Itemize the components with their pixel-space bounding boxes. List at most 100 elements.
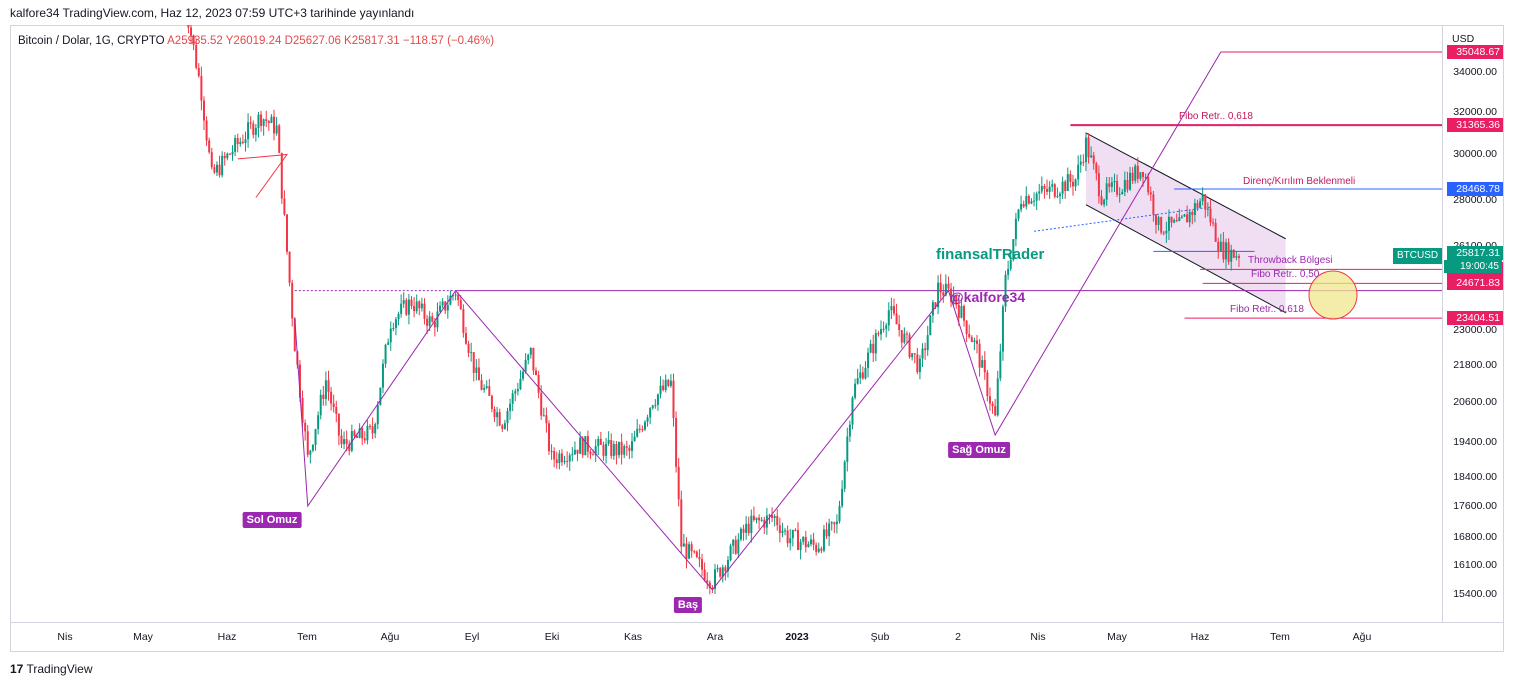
candle-body — [1012, 239, 1015, 260]
candle-body — [1186, 214, 1189, 223]
candle-body — [1196, 203, 1199, 208]
chart-frame — [10, 25, 1504, 652]
candle-body — [737, 539, 740, 554]
candle-body — [960, 306, 963, 318]
candle-body — [311, 444, 314, 451]
candle-body — [511, 393, 514, 404]
candle-body — [641, 429, 644, 431]
candle-body — [729, 545, 732, 560]
candle-body — [651, 405, 654, 409]
candle-body — [815, 544, 818, 552]
candle-body — [612, 444, 615, 457]
candle-body — [410, 299, 413, 307]
currency-label: USD — [1452, 33, 1475, 45]
candle-body — [620, 441, 623, 455]
candle-body — [452, 295, 455, 297]
price-tag: 23404.51 — [1447, 311, 1503, 326]
x-tick: May — [1107, 631, 1127, 643]
candle-body — [797, 530, 800, 550]
candle-body — [319, 394, 322, 416]
x-tick: Ağu — [380, 631, 400, 643]
candle-body — [480, 380, 483, 390]
price-tag: 31365.36 — [1447, 118, 1503, 133]
candle-body — [978, 343, 981, 368]
candle-body — [669, 380, 672, 386]
candle-body — [791, 529, 794, 539]
candle-body — [638, 428, 641, 430]
candle-body — [924, 348, 927, 351]
candle-body — [1136, 165, 1139, 179]
candle-body — [535, 370, 538, 376]
candle-body — [247, 122, 250, 140]
candle-body — [1103, 199, 1106, 205]
candle-body — [1116, 180, 1119, 195]
candle-body — [1167, 216, 1170, 231]
candle-body — [833, 522, 836, 525]
candle-body — [221, 155, 224, 176]
candle-body — [1105, 183, 1108, 200]
candle-body — [615, 444, 618, 456]
publisher-line: kalfore34 TradingView.com, Haz 12, 2023 … — [10, 6, 415, 20]
candle-body — [200, 75, 203, 101]
candle-body — [607, 439, 610, 444]
candle-body — [750, 515, 753, 533]
candle-body — [1079, 161, 1082, 165]
candle-body — [195, 45, 198, 68]
y-tick: 20600.00 — [1453, 396, 1497, 409]
candle-body — [789, 538, 792, 544]
candle-body — [345, 439, 348, 445]
candle-body — [682, 543, 685, 547]
plot-area[interactable] — [10, 25, 1442, 622]
candle-body — [509, 403, 512, 411]
candle-body — [778, 525, 781, 534]
candle-body — [418, 301, 421, 309]
candle-body — [752, 515, 755, 520]
price-chart[interactable] — [10, 25, 1442, 622]
candle-body — [1007, 268, 1010, 275]
candle-body — [1193, 203, 1196, 215]
time-axis[interactable]: Nis May Haz Tem Ağu Eyl Eki Kas Ara 2023 Şub 2 Nis Ma… — [10, 622, 1504, 653]
candle-body — [1165, 230, 1168, 234]
candle-body — [711, 588, 714, 590]
candle-body — [472, 352, 475, 373]
candle-body — [781, 530, 784, 534]
candle-body — [921, 348, 924, 359]
candle-body — [1074, 179, 1077, 187]
candle-body — [563, 460, 566, 463]
x-tick: Tem — [1270, 631, 1290, 643]
candle-body — [449, 295, 452, 305]
candle-body — [1237, 256, 1240, 258]
candle-body — [306, 431, 309, 455]
x-tick: 2 — [955, 631, 961, 643]
candle-body — [659, 385, 662, 395]
candle-body — [895, 313, 898, 325]
candle-body — [786, 530, 789, 544]
candle-body — [381, 363, 384, 388]
candle-body — [887, 310, 890, 326]
candle-body — [343, 439, 346, 445]
candle-body — [265, 119, 268, 122]
candle-body — [1188, 212, 1191, 223]
candle-body — [734, 539, 737, 554]
candle-body — [254, 127, 257, 135]
price-axis[interactable]: 34000.0032000.0030000.0028000.0026100.00… — [1442, 25, 1505, 622]
candle-body — [428, 316, 431, 326]
candle-body — [1154, 214, 1157, 225]
candle-body — [190, 27, 193, 36]
candle-body — [755, 517, 758, 520]
candle-body — [457, 294, 460, 301]
candle-body — [1017, 209, 1020, 219]
candle-body — [1134, 165, 1137, 181]
y-tick: 15400.00 — [1453, 588, 1497, 600]
candle-body — [192, 35, 195, 46]
candle-body — [1113, 180, 1116, 183]
annotation-direnc: Direnç/Kırılım Beklenmeli — [1243, 176, 1356, 187]
candle-body — [656, 394, 659, 405]
candle-body — [742, 528, 745, 533]
x-tick: Nis — [1030, 631, 1046, 643]
candle-body — [1180, 216, 1183, 218]
candle-body — [597, 438, 600, 447]
tradingview-logo-text: TradingView — [26, 662, 93, 676]
tradingview-logo[interactable]: 17 TradingView — [10, 662, 93, 676]
candle-body — [257, 114, 260, 128]
